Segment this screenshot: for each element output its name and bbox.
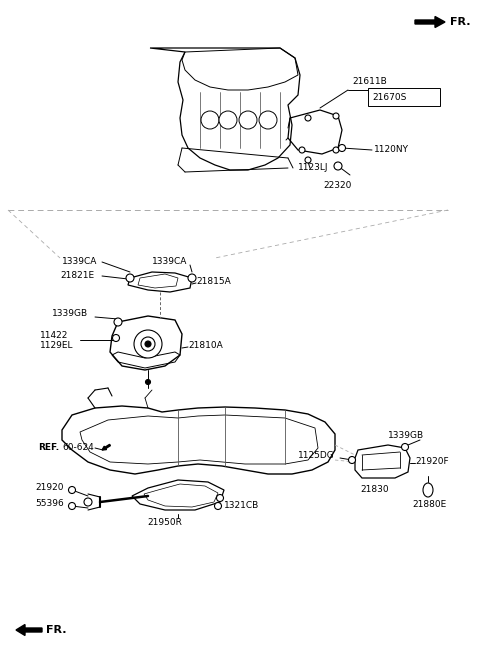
Circle shape bbox=[215, 503, 221, 509]
Circle shape bbox=[126, 274, 134, 282]
Ellipse shape bbox=[423, 483, 433, 497]
Text: 21830: 21830 bbox=[360, 485, 389, 494]
Circle shape bbox=[141, 337, 155, 351]
Circle shape bbox=[69, 503, 75, 509]
Circle shape bbox=[134, 330, 162, 358]
Text: 21920F: 21920F bbox=[415, 457, 449, 466]
Circle shape bbox=[401, 443, 408, 451]
Circle shape bbox=[239, 111, 257, 129]
Text: 21950R: 21950R bbox=[147, 518, 182, 527]
Circle shape bbox=[259, 111, 277, 129]
Text: 11422: 11422 bbox=[40, 330, 68, 340]
Circle shape bbox=[338, 145, 346, 152]
Text: 1321CB: 1321CB bbox=[224, 501, 259, 510]
FancyArrow shape bbox=[102, 444, 110, 450]
Circle shape bbox=[145, 341, 151, 347]
Text: FR.: FR. bbox=[450, 17, 470, 27]
Text: 21815A: 21815A bbox=[196, 277, 231, 286]
FancyArrow shape bbox=[415, 16, 445, 28]
Text: 1339GB: 1339GB bbox=[52, 309, 88, 319]
Circle shape bbox=[305, 115, 311, 121]
Text: FR.: FR. bbox=[46, 625, 67, 635]
Circle shape bbox=[219, 111, 237, 129]
Circle shape bbox=[216, 495, 224, 501]
Circle shape bbox=[188, 274, 196, 282]
Text: 1125DG: 1125DG bbox=[298, 451, 335, 459]
Circle shape bbox=[201, 111, 219, 129]
Circle shape bbox=[112, 334, 120, 342]
Text: 1339CA: 1339CA bbox=[152, 258, 187, 267]
Circle shape bbox=[305, 157, 311, 163]
Text: 60-624: 60-624 bbox=[62, 443, 94, 453]
Text: 1120NY: 1120NY bbox=[374, 145, 409, 154]
Circle shape bbox=[84, 498, 92, 506]
Text: 1129EL: 1129EL bbox=[40, 340, 73, 350]
Text: 21920: 21920 bbox=[35, 484, 63, 493]
Circle shape bbox=[299, 147, 305, 153]
Circle shape bbox=[145, 380, 151, 384]
Circle shape bbox=[333, 113, 339, 119]
FancyBboxPatch shape bbox=[368, 88, 440, 106]
FancyArrow shape bbox=[16, 625, 42, 635]
Text: 1123LJ: 1123LJ bbox=[298, 164, 328, 173]
Circle shape bbox=[348, 457, 356, 463]
Text: 21821E: 21821E bbox=[60, 271, 94, 281]
Text: 22320: 22320 bbox=[324, 181, 352, 190]
Text: 21611B: 21611B bbox=[352, 77, 387, 86]
Text: 1339CA: 1339CA bbox=[62, 258, 97, 267]
Circle shape bbox=[333, 147, 339, 153]
Circle shape bbox=[114, 318, 122, 326]
Text: 1339GB: 1339GB bbox=[388, 432, 424, 440]
Text: 21880E: 21880E bbox=[412, 500, 446, 509]
Text: 21810A: 21810A bbox=[188, 342, 223, 350]
Text: 55396: 55396 bbox=[35, 499, 64, 509]
Circle shape bbox=[334, 162, 342, 170]
Text: REF.: REF. bbox=[38, 443, 59, 453]
Circle shape bbox=[69, 486, 75, 493]
Text: 21670S: 21670S bbox=[372, 93, 407, 101]
